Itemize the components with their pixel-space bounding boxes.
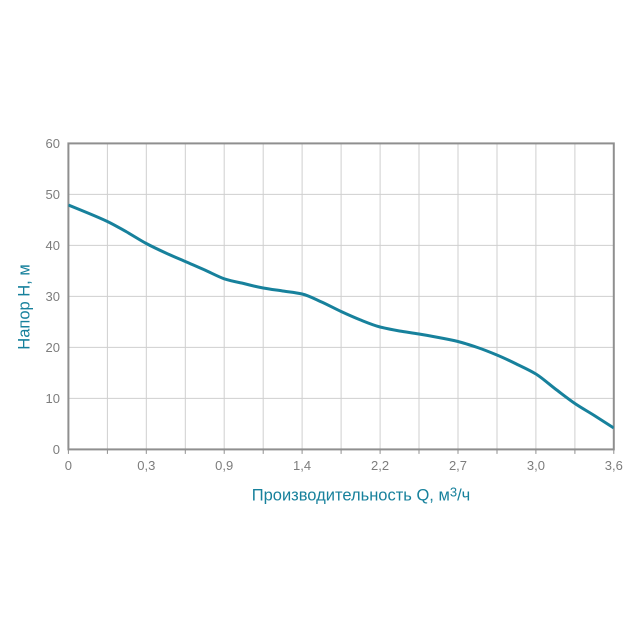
svg-text:2,2: 2,2 <box>371 458 389 473</box>
svg-text:Напор Н, м: Напор Н, м <box>16 264 34 349</box>
svg-text:60: 60 <box>46 136 60 151</box>
svg-text:3,0: 3,0 <box>527 458 545 473</box>
svg-text:3,6: 3,6 <box>605 458 623 473</box>
svg-text:0: 0 <box>53 442 60 457</box>
svg-text:Производительность Q, м3/ч: Производительность Q, м3/ч <box>252 484 471 504</box>
svg-text:10: 10 <box>46 391 60 406</box>
svg-text:50: 50 <box>46 187 60 202</box>
svg-text:30: 30 <box>46 289 60 304</box>
svg-text:2,7: 2,7 <box>449 458 467 473</box>
svg-text:0,9: 0,9 <box>215 458 233 473</box>
svg-text:40: 40 <box>46 238 60 253</box>
svg-text:20: 20 <box>46 340 60 355</box>
svg-text:0: 0 <box>65 458 72 473</box>
svg-text:0,3: 0,3 <box>137 458 155 473</box>
svg-text:1,4: 1,4 <box>293 458 311 473</box>
